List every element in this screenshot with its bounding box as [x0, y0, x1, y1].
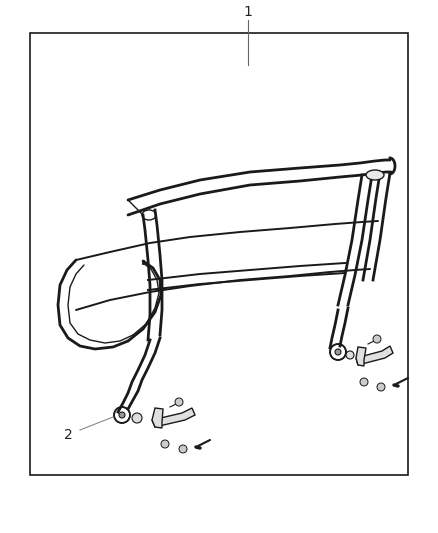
Circle shape: [175, 398, 183, 406]
Polygon shape: [356, 347, 366, 366]
Polygon shape: [152, 408, 163, 428]
Circle shape: [360, 378, 368, 386]
Polygon shape: [152, 408, 195, 427]
Circle shape: [161, 440, 169, 448]
Bar: [30, 33, 408, 475]
Circle shape: [132, 413, 142, 423]
Polygon shape: [356, 346, 393, 365]
Circle shape: [373, 335, 381, 343]
Text: 2: 2: [64, 428, 72, 442]
Circle shape: [119, 412, 125, 418]
Circle shape: [335, 349, 341, 355]
Circle shape: [377, 383, 385, 391]
Circle shape: [179, 445, 187, 453]
Text: 1: 1: [244, 5, 252, 19]
Circle shape: [346, 351, 354, 359]
Ellipse shape: [366, 170, 384, 180]
